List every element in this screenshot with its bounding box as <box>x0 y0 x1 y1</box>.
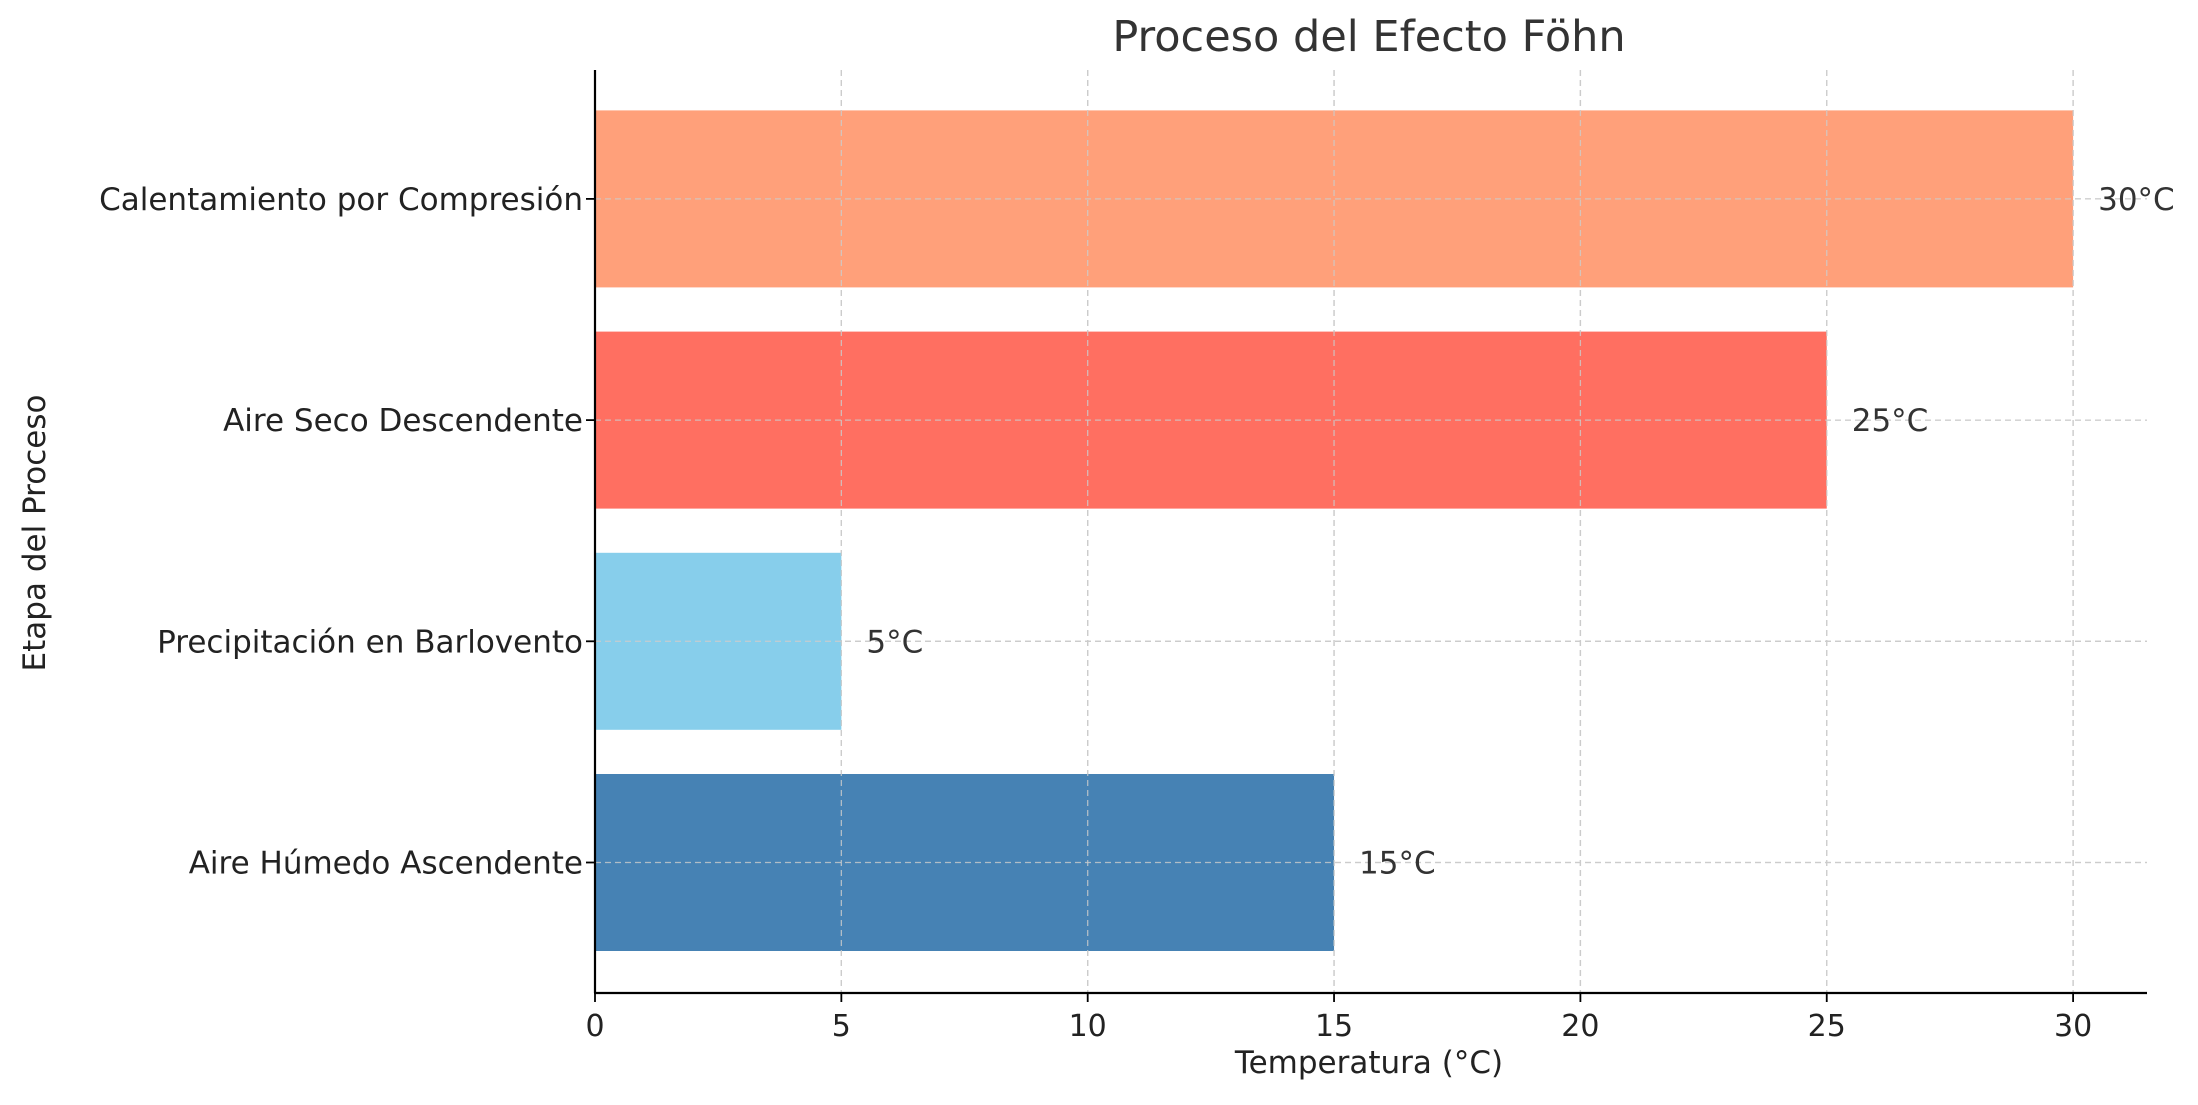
value-label: 25°C <box>1852 403 1929 439</box>
x-tick-label: 20 <box>1561 1009 1599 1044</box>
x-tick-label: 5 <box>832 1009 851 1044</box>
y-tick-label: Calentamiento por Compresión <box>99 182 583 218</box>
value-label: 30°C <box>2098 182 2175 218</box>
grid-lines-overlay <box>594 70 2147 993</box>
y-axis-label: Etapa del Proceso <box>17 395 53 672</box>
y-tick-label: Aire Húmedo Ascendente <box>189 846 583 882</box>
x-tick-label: 0 <box>585 1009 604 1044</box>
y-tick-label: Aire Seco Descendente <box>223 403 583 439</box>
axes <box>593 70 2147 995</box>
y-axis-ticks: Aire Húmedo Ascendente Precipitación en B… <box>99 182 595 882</box>
x-axis-ticks: 0 5 10 15 20 25 30 <box>585 993 2092 1044</box>
x-tick-label: 30 <box>2054 1009 2092 1044</box>
value-label: 15°C <box>1359 846 1436 882</box>
value-label: 5°C <box>866 624 923 660</box>
x-tick-label: 15 <box>1315 1009 1353 1044</box>
x-tick-label: 10 <box>1069 1009 1107 1044</box>
x-axis-label: Temperatura (°C) <box>1234 1045 1503 1081</box>
chart-title: Proceso del Efecto Föhn <box>1112 12 1625 62</box>
y-tick-label: Precipitación en Barlovento <box>157 624 583 660</box>
x-tick-label: 25 <box>1808 1009 1846 1044</box>
value-labels: 15°C 5°C 25°C 30°C <box>866 182 2174 882</box>
